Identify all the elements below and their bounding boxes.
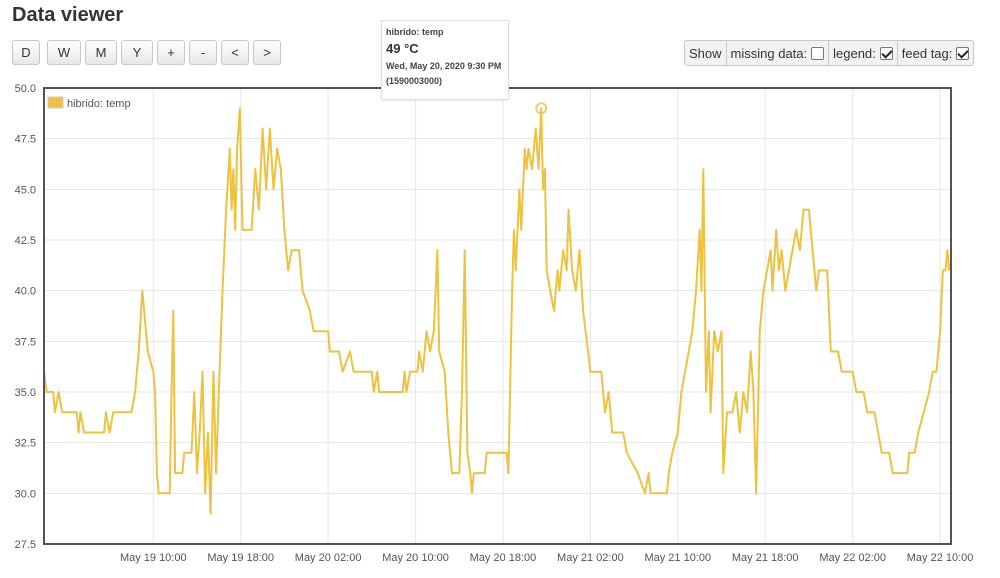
- show-label: Show: [689, 45, 722, 61]
- x-tick-label: May 20 02:00: [295, 552, 362, 564]
- feed-tag-option[interactable]: feed tag:: [896, 41, 974, 65]
- display-options: Show missing data: legend: feed tag:: [684, 40, 975, 66]
- tooltip-timestamp: (1590003000): [386, 76, 443, 86]
- missing-data-checkbox[interactable]: [811, 46, 825, 60]
- range-month-button[interactable]: M: [85, 40, 117, 65]
- series-line: [43, 107, 951, 515]
- highlight-marker: [535, 102, 548, 115]
- range-year-button[interactable]: Y: [121, 40, 153, 65]
- hover-tooltip: hibrido: temp 49 °C Wed, May 20, 2020 9:…: [381, 20, 509, 100]
- tooltip-date: Wed, May 20, 2020 9:30 PM: [386, 61, 502, 71]
- tooltip-series: hibrido: temp: [386, 27, 444, 37]
- missing-data-option[interactable]: missing data:: [725, 41, 829, 65]
- pan-left-button[interactable]: <: [221, 40, 249, 65]
- missing-data-label: missing data:: [730, 45, 808, 61]
- y-tick-label: 37.5: [15, 336, 36, 348]
- y-tick-label: 27.5: [15, 539, 36, 551]
- x-tick-label: May 22 10:00: [907, 552, 974, 564]
- zoom-in-button[interactable]: +: [157, 40, 185, 65]
- show-button[interactable]: Show: [685, 41, 726, 65]
- x-tick-label: May 19 10:00: [120, 552, 187, 564]
- y-tick-label: 35.0: [15, 387, 36, 399]
- y-tick-label: 40.0: [15, 286, 36, 298]
- legend-option[interactable]: legend:: [828, 41, 897, 65]
- y-tick-label: 42.5: [15, 235, 36, 247]
- range-day-button[interactable]: D: [12, 40, 40, 65]
- plot-area: [44, 88, 951, 544]
- y-tick-label: 32.5: [15, 438, 36, 450]
- range-week-button[interactable]: W: [47, 40, 81, 65]
- x-tick-label: May 22 02:00: [819, 552, 886, 564]
- feed-tag-checkbox[interactable]: [956, 46, 970, 60]
- legend-label: hibrido: temp: [67, 98, 131, 110]
- x-tick-label: May 21 18:00: [732, 552, 799, 564]
- y-tick-label: 30.0: [15, 488, 36, 500]
- tooltip-value: 49 °C: [386, 41, 419, 56]
- y-tick-label: 50.0: [15, 83, 36, 95]
- x-tick-label: May 19 18:00: [207, 552, 274, 564]
- pan-right-button[interactable]: >: [253, 40, 281, 65]
- legend-checkbox[interactable]: [879, 46, 893, 60]
- legend-option-label: legend:: [833, 45, 876, 61]
- legend: hibrido: temp: [47, 96, 131, 110]
- x-tick-label: May 20 18:00: [470, 552, 537, 564]
- y-tick-label: 45.0: [15, 184, 36, 196]
- feed-tag-label: feed tag:: [901, 45, 953, 61]
- page-title: Data viewer: [12, 4, 124, 26]
- legend-swatch: [47, 96, 64, 109]
- x-tick-label: May 21 02:00: [557, 552, 624, 564]
- x-tick-label: May 21 10:00: [644, 552, 711, 564]
- zoom-out-button[interactable]: -: [189, 40, 217, 65]
- y-tick-label: 47.5: [15, 134, 36, 146]
- x-tick-label: May 20 10:00: [382, 552, 449, 564]
